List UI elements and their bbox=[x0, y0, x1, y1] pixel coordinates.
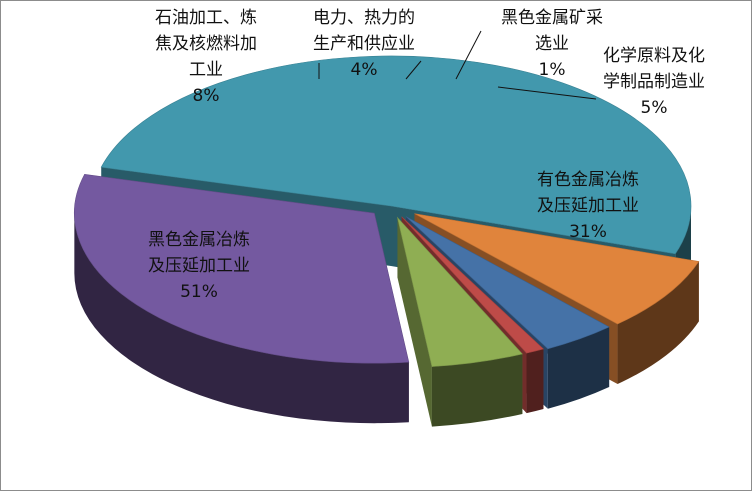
leader-line bbox=[405, 60, 422, 80]
leader-lines bbox=[318, 30, 597, 100]
slice-category-label: 生产和供应业 bbox=[313, 34, 415, 54]
slice-value-label: 4% bbox=[351, 60, 378, 80]
slice-category-label: 工业 bbox=[189, 60, 223, 80]
leader-line bbox=[455, 30, 482, 80]
leader-line bbox=[497, 86, 597, 100]
slices-layer bbox=[74, 55, 700, 427]
slice-category-label: 焦及核燃料加 bbox=[155, 34, 257, 54]
slice-category-label: 石油加工、炼 bbox=[155, 8, 257, 28]
slice-value-label: 31% bbox=[569, 222, 607, 242]
slice-value-label: 8% bbox=[193, 86, 220, 106]
slice-category-label: 及压延加工业 bbox=[537, 196, 639, 216]
pie-slice bbox=[74, 174, 410, 424]
slice-category-label: 黑色金属冶炼 bbox=[148, 230, 250, 250]
slice-category-label: 选业 bbox=[535, 34, 569, 54]
slice-category-label: 学制品制造业 bbox=[603, 72, 705, 92]
slice-category-label: 化学原料及化 bbox=[603, 46, 705, 66]
slice-value-label: 51% bbox=[180, 282, 218, 302]
slice-category-label: 有色金属冶炼 bbox=[537, 170, 639, 190]
labels-layer: 黑色金属冶炼及压延加工业51%石油加工、炼焦及核燃料加工业8%电力、热力的生产和… bbox=[148, 8, 705, 302]
slice-category-label: 电力、热力的 bbox=[313, 8, 415, 28]
slice-value-label: 1% bbox=[539, 60, 566, 80]
slice-category-label: 黑色金属矿采 bbox=[501, 8, 603, 28]
slice-category-label: 及压延加工业 bbox=[148, 256, 250, 276]
slice-value-label: 5% bbox=[641, 98, 668, 118]
pie-slice bbox=[396, 216, 523, 427]
